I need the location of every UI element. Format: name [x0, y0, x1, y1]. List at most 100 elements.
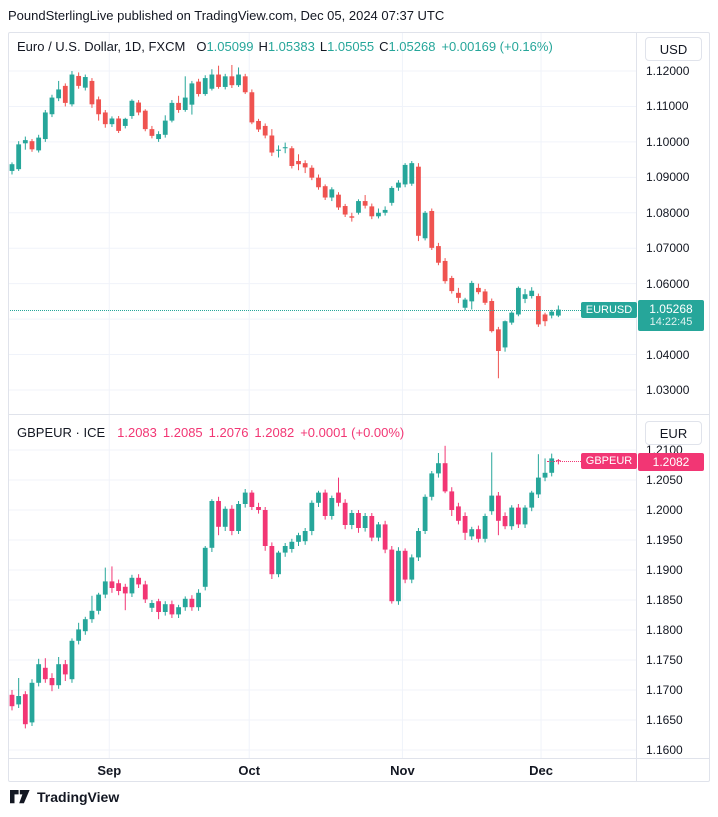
attribution-text: PoundSterlingLive published on TradingVi… — [8, 8, 445, 23]
candle-body — [336, 492, 341, 503]
ohlc-value: 1.2085 — [162, 425, 203, 440]
currency-button-eur[interactable]: EUR — [645, 421, 702, 445]
candle — [29, 679, 35, 726]
eurusd-price-label: 1.05268 14:22:45 — [638, 300, 704, 331]
candle — [422, 210, 428, 241]
candle-body — [62, 664, 68, 675]
candle — [495, 492, 501, 536]
candle — [236, 67, 241, 87]
candle — [276, 145, 281, 158]
candle-body — [349, 216, 355, 218]
candle — [229, 64, 235, 89]
candle-body — [62, 85, 68, 103]
candle-body — [269, 135, 275, 153]
pane-separator[interactable] — [9, 414, 709, 415]
candle-body — [56, 664, 62, 686]
candle-body — [409, 163, 415, 184]
candle — [422, 494, 428, 534]
candle-body — [456, 506, 461, 521]
candle-body — [509, 507, 515, 527]
candle — [456, 287, 461, 304]
candle — [29, 139, 35, 152]
candle-body — [216, 501, 221, 527]
candle-body — [22, 140, 28, 144]
candle — [289, 146, 295, 169]
candle — [36, 134, 42, 153]
candle — [156, 131, 161, 142]
candle — [142, 580, 148, 603]
candle — [542, 312, 548, 327]
month-label-nov: Nov — [390, 763, 415, 778]
candle-body — [222, 508, 228, 527]
candle — [156, 598, 161, 620]
candle — [122, 583, 128, 611]
price-tick-label: 1.1750 — [646, 653, 683, 667]
candle-body — [462, 299, 468, 308]
price-tick-label: 1.1600 — [646, 743, 683, 757]
candle-body — [109, 581, 115, 588]
price-axis[interactable]: 1.12000 1.11000 1.10000 1.09000 1.08000 1.070… — [637, 33, 709, 758]
candle — [189, 80, 195, 115]
candle — [309, 500, 315, 536]
candle-body — [289, 148, 295, 166]
candle — [162, 115, 168, 138]
candle-body — [249, 492, 255, 507]
candle — [42, 658, 48, 683]
candle — [82, 616, 88, 635]
gbpeur-symbol-tag: GBPEUR — [581, 453, 637, 469]
time-axis[interactable]: Sep Oct Nov Dec — [9, 759, 709, 781]
candle-body — [422, 212, 428, 239]
candle-body — [16, 144, 22, 170]
candle — [256, 118, 261, 132]
candle-body — [129, 100, 135, 117]
candle-body — [535, 477, 541, 495]
candle-body — [69, 74, 75, 105]
candle-body — [376, 212, 381, 217]
candle — [336, 192, 341, 210]
candle-body — [142, 584, 148, 600]
candle — [489, 298, 495, 333]
tradingview-link[interactable]: TradingView — [10, 789, 119, 805]
candle — [402, 163, 408, 188]
candle-body — [542, 472, 548, 478]
candle — [82, 74, 88, 91]
ohlc-key: L — [319, 39, 328, 54]
candle-body — [409, 557, 415, 580]
candlestick-plot[interactable] — [9, 33, 709, 781]
ohlc-values: 1.2083 1.2085 1.2076 1.2082 +0.0001 (+0.00%) — [111, 425, 404, 440]
candle-body — [549, 458, 555, 473]
candle — [482, 288, 488, 305]
candle-body — [329, 189, 335, 198]
time-axis-separator — [9, 758, 709, 759]
candle-body — [236, 74, 241, 86]
candle-body — [122, 118, 128, 126]
candle — [296, 532, 301, 546]
candle — [229, 505, 235, 536]
candle — [436, 453, 441, 478]
candle — [209, 499, 215, 552]
candle-body — [436, 246, 441, 263]
candle — [242, 73, 248, 95]
candle — [349, 510, 355, 530]
candle-body — [529, 290, 535, 297]
candle-body — [389, 549, 395, 602]
candle — [196, 589, 201, 611]
currency-button-usd[interactable]: USD — [645, 37, 702, 61]
candle — [62, 83, 68, 107]
tradingview-logo-icon — [10, 790, 30, 804]
candle — [109, 566, 115, 593]
candle — [549, 453, 555, 477]
price-tick-label: 1.07000 — [646, 241, 690, 256]
candle-body — [509, 312, 515, 323]
candle — [96, 592, 102, 615]
candle-body — [416, 531, 421, 558]
month-label-dec: Dec — [529, 763, 553, 778]
candle — [302, 528, 308, 545]
candle — [462, 512, 468, 540]
candle-body — [356, 513, 361, 528]
candle — [269, 542, 275, 579]
candle-body — [169, 604, 175, 615]
candle — [316, 490, 321, 507]
candle — [522, 505, 528, 528]
candle — [489, 452, 495, 515]
